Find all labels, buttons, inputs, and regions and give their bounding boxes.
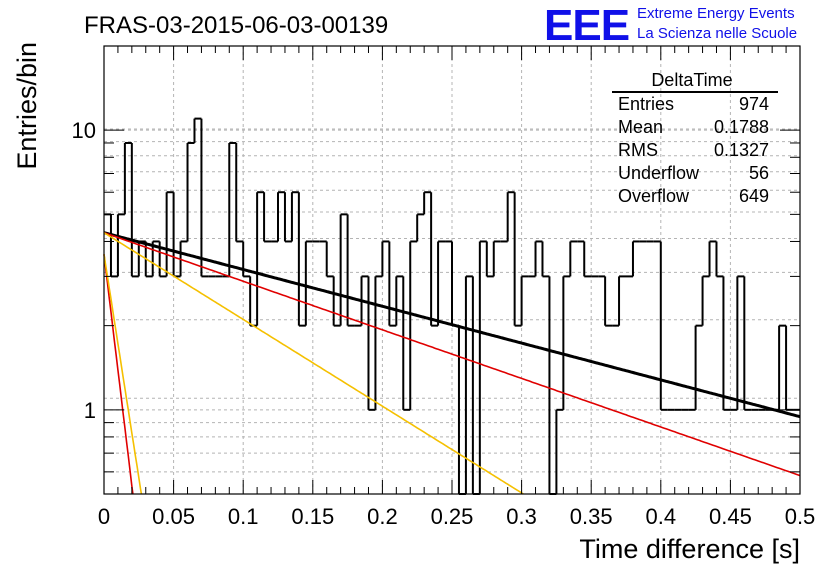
x-tick-label: 0.2 xyxy=(367,504,398,529)
logo-line-1: Extreme Energy Events xyxy=(637,5,795,22)
x-tick-label: 0 xyxy=(98,504,110,529)
stats-row-label: RMS xyxy=(618,140,658,160)
stats-row-label: Mean xyxy=(618,117,663,137)
stats-row-value: 649 xyxy=(739,186,769,206)
y-tick-label: 1 xyxy=(84,398,96,423)
x-tick-label: 0.15 xyxy=(291,504,334,529)
x-tick-label: 0.5 xyxy=(785,504,816,529)
stats-row-label: Overflow xyxy=(618,186,690,206)
stats-box: DeltaTime Entries 974 Mean 0.1788 RMS 0.1327 U… xyxy=(612,70,778,206)
x-tick-label: 0.45 xyxy=(709,504,752,529)
stats-rows: Entries 974 Mean 0.1788 RMS 0.1327 Underflow 56… xyxy=(618,94,769,206)
x-tick-label: 0.25 xyxy=(431,504,474,529)
axes xyxy=(103,45,801,495)
y-axis-label: Entries/bin xyxy=(12,42,42,170)
stats-row-value: 56 xyxy=(749,163,769,183)
fit-curve xyxy=(103,232,524,495)
x-axis-label: Time difference [s] xyxy=(579,534,800,564)
logo-line-2: La Scienza nelle Scuole xyxy=(637,25,797,42)
stats-box-title: DeltaTime xyxy=(651,70,732,90)
stats-row-value: 974 xyxy=(739,94,769,114)
x-tick-label: 0.05 xyxy=(152,504,195,529)
fit-curves xyxy=(103,231,801,495)
x-tick-label: 0.1 xyxy=(228,504,259,529)
x-tick-label: 0.35 xyxy=(570,504,613,529)
logo-mark: EEE xyxy=(544,1,629,50)
x-tick-labels: 0 0.05 0.1 0.15 0.2 0.25 0.3 0.35 0.4 0.45 0.5 xyxy=(98,504,815,529)
stats-row-value: 0.1788 xyxy=(714,117,769,137)
fit-curve xyxy=(103,231,801,419)
fit-curve xyxy=(103,231,801,477)
stats-row-label: Underflow xyxy=(618,163,700,183)
y-tick-labels: 1 10 xyxy=(72,118,96,423)
fit-curve xyxy=(103,254,134,495)
stats-row-value: 0.1327 xyxy=(714,140,769,160)
histogram-bars xyxy=(104,117,800,495)
chart-title: FRAS-03-2015-06-03-00139 xyxy=(84,12,388,39)
y-tick-label: 10 xyxy=(72,118,96,143)
stats-row-label: Entries xyxy=(618,94,674,114)
x-tick-label: 0.3 xyxy=(506,504,537,529)
x-tick-label: 0.4 xyxy=(646,504,677,529)
fit-curve xyxy=(103,254,143,495)
eee-logo: EEE Extreme Energy Events La Scienza nel… xyxy=(544,1,797,50)
